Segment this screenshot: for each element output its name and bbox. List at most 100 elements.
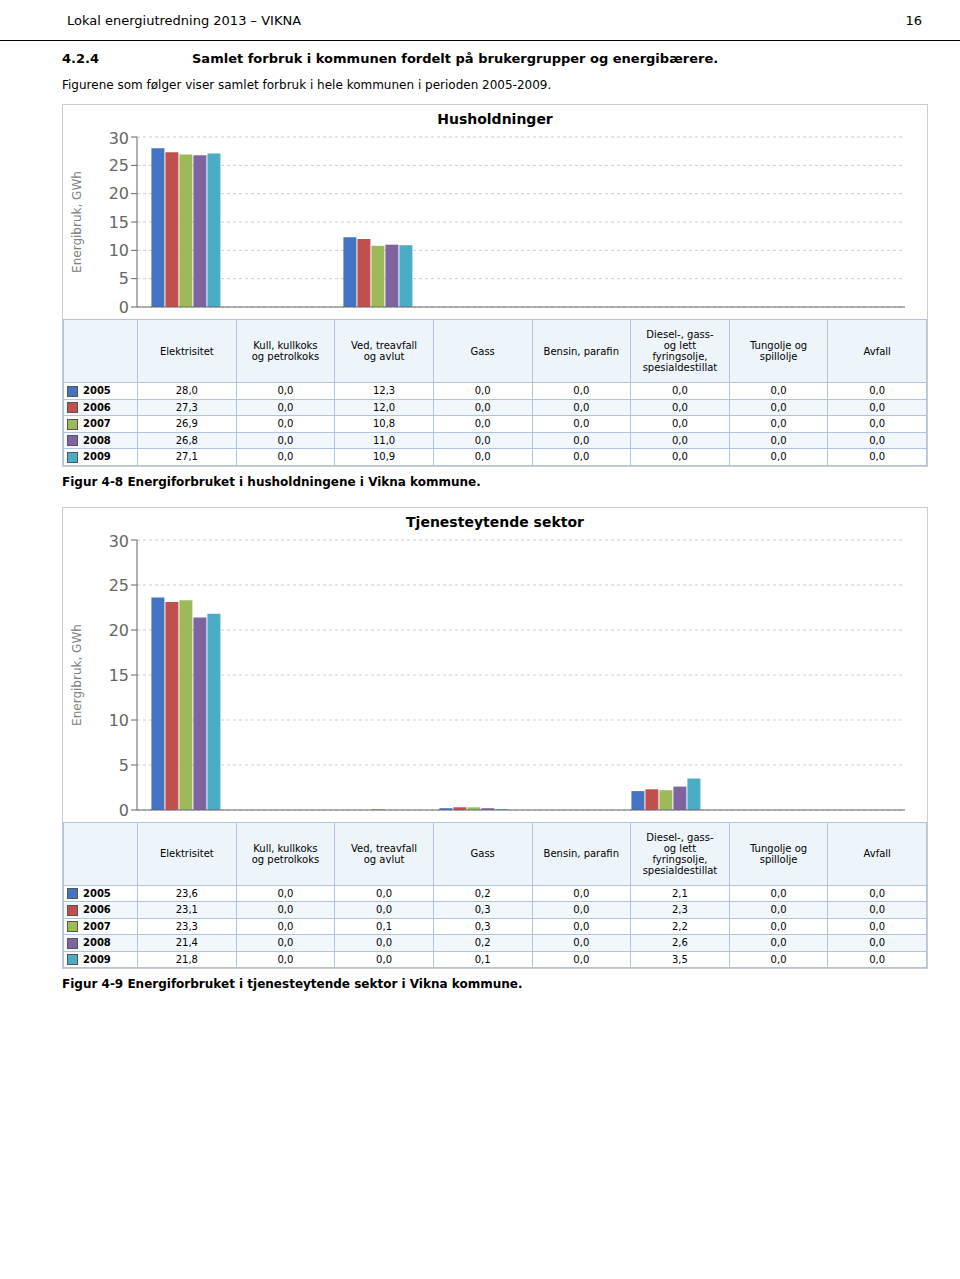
- html-text:0,0: 0,0: [672, 385, 688, 397]
- html-text:0,0: 0,0: [770, 385, 787, 397]
- svg-text:0: 0: [119, 800, 129, 819]
- html-text:0,0: 0,0: [770, 401, 787, 413]
- html-text:0,0: 0,0: [573, 887, 590, 899]
- html-text:0,0: 0,0: [573, 418, 590, 430]
- html-text:23,3: 23,3: [175, 920, 198, 932]
- html-text:Husholdninger: Husholdninger: [437, 111, 553, 127]
- html-text:0,0: 0,0: [277, 904, 294, 916]
- svg-text:30: 30: [109, 532, 129, 551]
- html-text:0,2: 0,2: [474, 887, 491, 899]
- html-text:0,0: 0,0: [277, 418, 294, 430]
- html-text:0,0: 0,0: [770, 418, 787, 430]
- svg-text:Energibruk, GWh: Energibruk, GWh: [70, 171, 84, 273]
- html-text:0,0: 0,0: [474, 451, 491, 463]
- html-text:Tungolje og spillolje: Tungolje og spillolje: [750, 842, 808, 865]
- html-text:0,0: 0,0: [277, 920, 294, 932]
- html-text:0,0: 0,0: [474, 401, 491, 413]
- html-text:0,0: 0,0: [869, 401, 886, 413]
- html-text:0,0: 0,0: [277, 451, 294, 463]
- html-text:0,1: 0,1: [376, 920, 392, 932]
- html-text:0,0: 0,0: [672, 418, 688, 430]
- html-text:Tjenesteytende sektor: Tjenesteytende sektor: [406, 513, 584, 530]
- html-text:0,0: 0,0: [474, 434, 491, 446]
- svg-text:20: 20: [109, 184, 129, 203]
- svg-text:20: 20: [109, 620, 129, 639]
- html-text:0,0: 0,0: [573, 904, 590, 916]
- html-text:Elektrisitet: Elektrisitet: [159, 345, 214, 357]
- html-text:0,0: 0,0: [277, 887, 294, 899]
- html-text:0,0: 0,0: [770, 887, 787, 899]
- html-text:Diesel-, gass- og lett fyrings: Diesel-, gass- og lett fyringsolje, spes…: [642, 329, 718, 373]
- html-text:Avfall: Avfall: [863, 345, 891, 357]
- svg-text:25: 25: [109, 575, 129, 594]
- svg-text:25: 25: [109, 156, 129, 175]
- svg-text:15: 15: [109, 213, 129, 232]
- html-text:0,0: 0,0: [573, 401, 590, 413]
- html-text:Ved, treavfall og avlut: Ved, treavfall og avlut: [351, 842, 418, 865]
- html-text:Kull, kullkoks og petrolkoks: Kull, kullkoks og petrolkoks: [251, 340, 320, 362]
- html-text:Bensin, parafin: Bensin, parafin: [543, 345, 619, 357]
- html-text:0,0: 0,0: [277, 385, 294, 397]
- html-text:26,8: 26,8: [175, 434, 198, 446]
- html-text:0,0: 0,0: [869, 434, 886, 446]
- html-text:0,0: 0,0: [672, 434, 688, 446]
- html-text:2008: 2008: [83, 434, 111, 446]
- html-text:2005: 2005: [83, 887, 111, 899]
- html-text:0,0: 0,0: [376, 887, 392, 899]
- svg-text:30: 30: [109, 129, 129, 148]
- html-text:0,0: 0,0: [474, 418, 491, 430]
- svg-text:5: 5: [119, 269, 129, 288]
- html-text:0,0: 0,0: [770, 434, 787, 446]
- svg-text:Energibruk, GWh: Energibruk, GWh: [70, 624, 84, 726]
- html-text:Ved, treavfall og avlut: Ved, treavfall og avlut: [351, 340, 418, 362]
- html-text:0,0: 0,0: [277, 401, 294, 413]
- html-text:23,1: 23,1: [175, 904, 198, 916]
- html-text:0,0: 0,0: [869, 451, 886, 463]
- html-text:0,0: 0,0: [672, 401, 688, 413]
- html-text:Gass: Gass: [470, 345, 495, 357]
- html-text:0,0: 0,0: [869, 385, 886, 397]
- svg-text:15: 15: [109, 665, 129, 684]
- html-text:0,0: 0,0: [376, 904, 392, 916]
- html-text:Lokal energiutredning 2013 – V: Lokal energiutredning 2013 – VIKNA: [67, 12, 301, 28]
- html-text:11,0: 11,0: [372, 434, 396, 446]
- html-text:0,0: 0,0: [672, 451, 688, 463]
- html-text:27,1: 27,1: [175, 451, 198, 463]
- html-text:0,0: 0,0: [869, 418, 886, 430]
- html-text:Kull, kullkoks og petrolkoks: Kull, kullkoks og petrolkoks: [251, 842, 320, 865]
- html-text:0,0: 0,0: [770, 904, 787, 916]
- html-text:Figurene som følger viser saml: Figurene som følger viser samlet forbruk…: [62, 78, 552, 92]
- html-text:2,3: 2,3: [672, 904, 688, 916]
- html-text:27,3: 27,3: [175, 401, 198, 413]
- html-text:4.2.4: 4.2.4: [62, 51, 99, 66]
- html-text:2007: 2007: [83, 920, 111, 932]
- html-text:Diesel-, gass- og lett fyrings: Diesel-, gass- og lett fyringsolje, spes…: [642, 831, 718, 876]
- html-text:Figur 4-9 Energiforbruket i tj: Figur 4-9 Energiforbruket i tjenesteyten…: [62, 977, 523, 991]
- svg-text:5: 5: [119, 755, 129, 774]
- html-text:0,0: 0,0: [573, 385, 590, 397]
- html-text:Tungolje og spillolje: Tungolje og spillolje: [750, 340, 808, 362]
- html-text:0,0: 0,0: [573, 451, 590, 463]
- html-text:16: 16: [905, 12, 922, 28]
- html-text:12,3: 12,3: [372, 385, 396, 397]
- html-text:Samlet forbruk i kommunen ford: Samlet forbruk i kommunen fordelt på bru…: [192, 51, 719, 66]
- html-text:0,0: 0,0: [869, 887, 886, 899]
- html-text:0,0: 0,0: [277, 434, 294, 446]
- svg-text:10: 10: [109, 710, 129, 729]
- html-text:26,9: 26,9: [175, 418, 198, 430]
- html-text:0,3: 0,3: [474, 904, 491, 916]
- html-text:Figur 4-8 Energiforbruket i hu: Figur 4-8 Energiforbruket i husholdninge…: [62, 474, 481, 489]
- html-text:0,0: 0,0: [474, 385, 491, 397]
- html-text:12,0: 12,0: [372, 401, 396, 413]
- html-text:23,6: 23,6: [175, 887, 198, 899]
- html-text:0,0: 0,0: [770, 451, 787, 463]
- html-text:2006: 2006: [83, 401, 111, 413]
- html-text:0,0: 0,0: [869, 904, 886, 916]
- html-text:10,8: 10,8: [372, 418, 396, 430]
- svg-text:0: 0: [119, 298, 129, 317]
- html-text:2,1: 2,1: [672, 887, 688, 899]
- html-text:0,0: 0,0: [573, 434, 590, 446]
- html-text:28,0: 28,0: [175, 385, 198, 397]
- html-text:10,9: 10,9: [372, 451, 396, 463]
- svg-text:10: 10: [109, 241, 129, 260]
